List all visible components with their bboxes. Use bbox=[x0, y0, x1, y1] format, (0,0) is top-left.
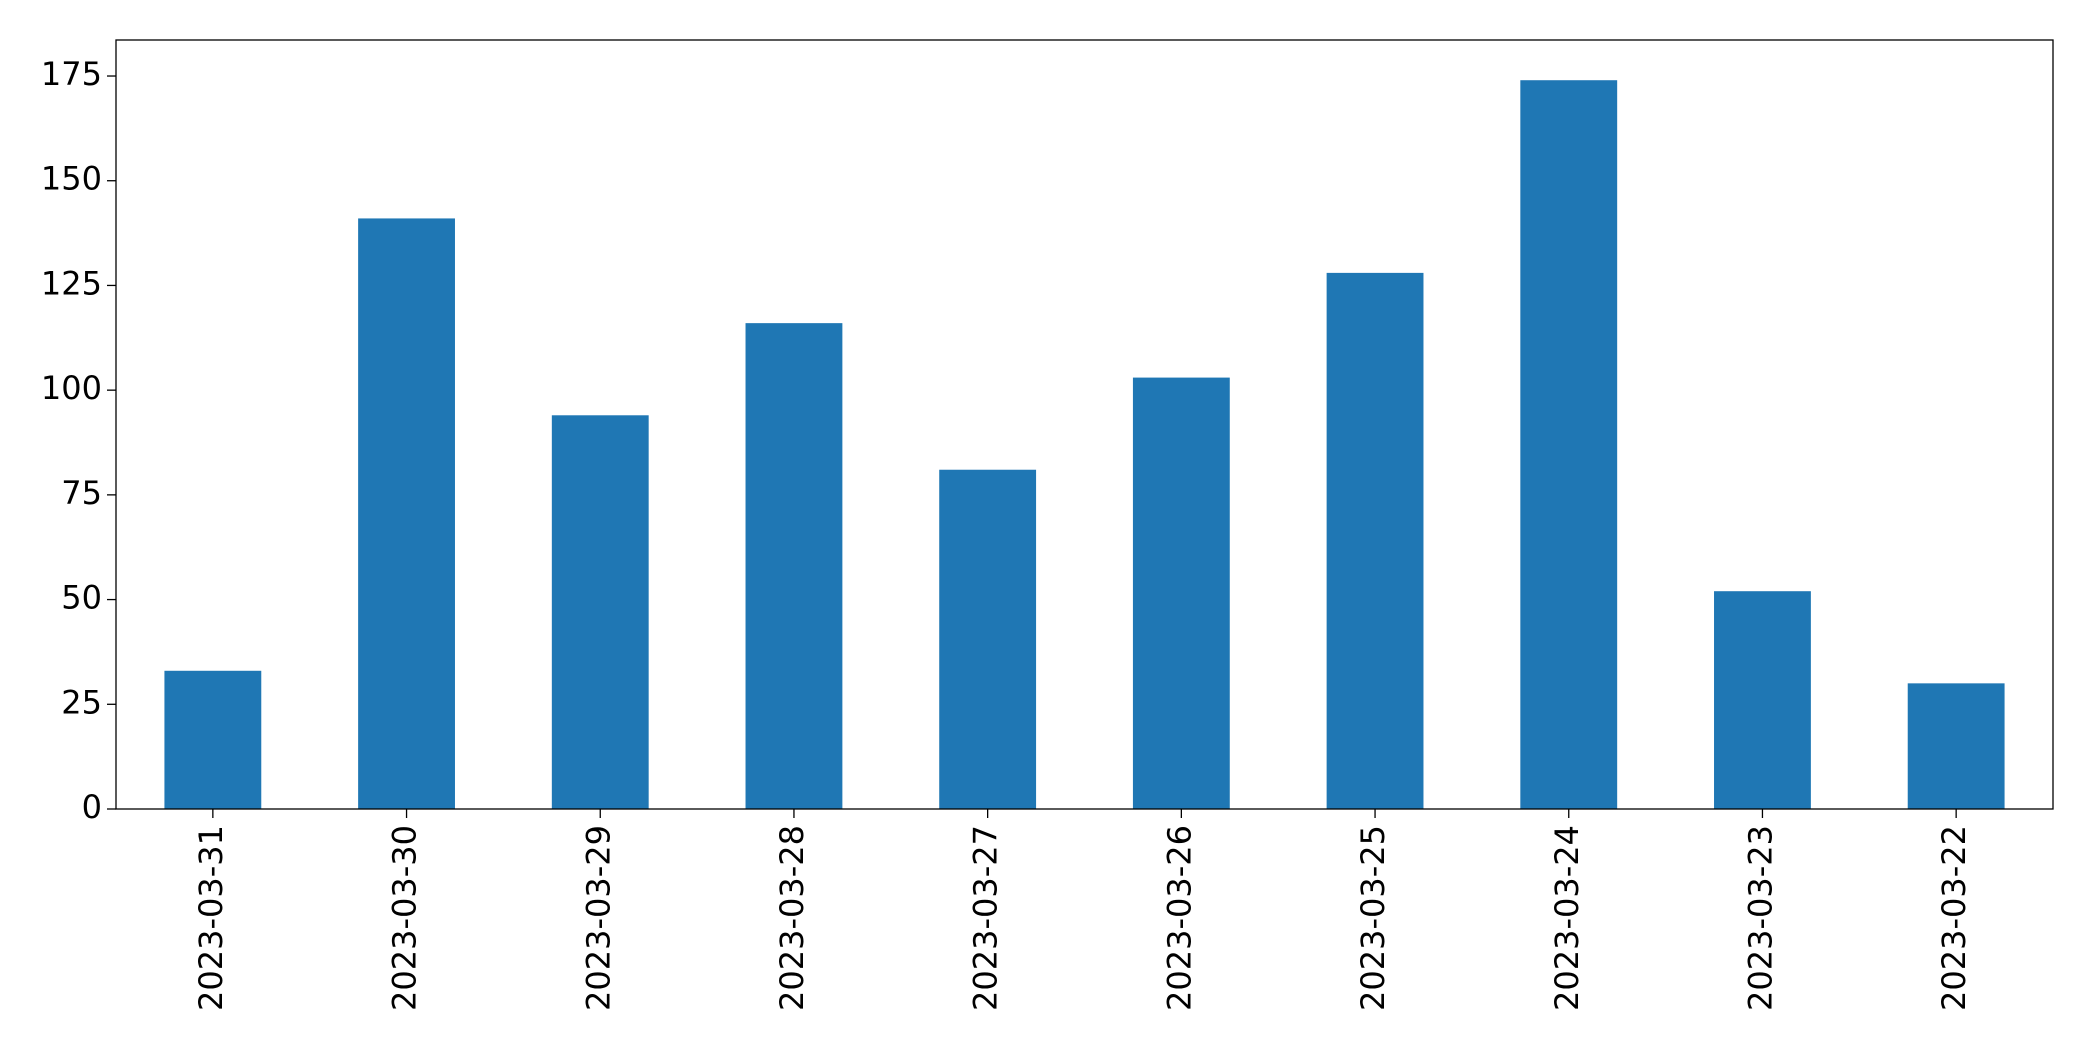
y-tick-label: 0 bbox=[82, 788, 102, 826]
x-tick-label: 2023-03-22 bbox=[1935, 825, 1973, 1011]
bar bbox=[1907, 683, 2005, 809]
bar bbox=[1714, 591, 1811, 809]
x-tick-label: 2023-03-31 bbox=[192, 825, 230, 1011]
y-tick-label: 75 bbox=[61, 474, 102, 512]
x-tick-label: 2023-03-24 bbox=[1548, 825, 1586, 1011]
y-tick-label: 100 bbox=[41, 369, 102, 407]
bar bbox=[1132, 377, 1230, 809]
bar bbox=[745, 323, 843, 809]
x-tick-label: 2023-03-25 bbox=[1354, 825, 1392, 1011]
bar bbox=[551, 415, 649, 809]
x-tick-label: 2023-03-28 bbox=[773, 825, 811, 1011]
x-tick-label: 2023-03-23 bbox=[1741, 825, 1779, 1011]
y-tick-label: 175 bbox=[41, 55, 102, 93]
y-tick-label: 25 bbox=[61, 683, 102, 721]
y-tick-label: 50 bbox=[61, 579, 102, 617]
y-tick-label: 150 bbox=[41, 160, 102, 198]
bar bbox=[164, 670, 262, 809]
bar bbox=[358, 218, 455, 809]
bar bbox=[1520, 80, 1618, 809]
x-tick-label: 2023-03-30 bbox=[386, 825, 424, 1011]
plot-frame bbox=[115, 39, 2054, 810]
bar bbox=[1326, 272, 1424, 809]
x-tick-label: 2023-03-29 bbox=[579, 825, 617, 1011]
y-tick-label: 125 bbox=[41, 264, 102, 302]
x-tick-label: 2023-03-26 bbox=[1160, 825, 1198, 1011]
x-tick-label: 2023-03-27 bbox=[967, 825, 1005, 1011]
bar bbox=[939, 469, 1037, 809]
